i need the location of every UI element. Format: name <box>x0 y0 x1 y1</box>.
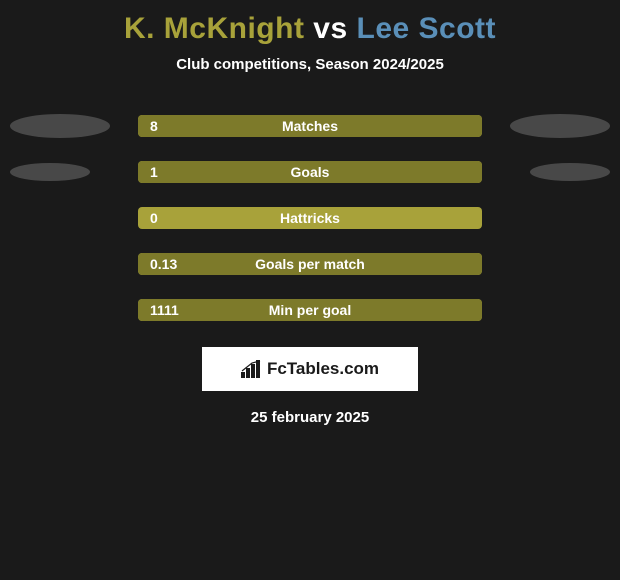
stat-label: Matches <box>282 118 338 134</box>
stat-row: 0 Hattricks <box>0 207 620 229</box>
stat-bar: 0 Hattricks <box>138 207 482 229</box>
player2-name: Lee Scott <box>357 12 497 45</box>
comparison-infographic: K. McKnight vs Lee Scott Club competitio… <box>0 0 620 580</box>
stat-value: 1111 <box>150 302 179 318</box>
stat-label: Goals per match <box>255 256 365 272</box>
pulse-icon <box>530 163 610 181</box>
vs-text: vs <box>304 12 356 45</box>
stat-row: 1 Goals <box>0 161 620 183</box>
stat-value: 0 <box>150 210 158 226</box>
stat-value: 8 <box>150 118 158 134</box>
pulse-icon <box>10 114 110 138</box>
page-title: K. McKnight vs Lee Scott <box>124 12 496 46</box>
stat-row: 8 Matches <box>0 115 620 137</box>
stat-label: Goals <box>291 164 330 180</box>
stat-row: 0.13 Goals per match <box>0 253 620 275</box>
logo-text: FcTables.com <box>267 359 379 379</box>
fctables-icon <box>241 360 263 378</box>
stat-value: 1 <box>150 164 158 180</box>
stats-area: 8 Matches 1 Goals 0 Hattricks 0.13 Goals per ma… <box>0 115 620 321</box>
stat-bar: 0.13 Goals per match <box>138 253 482 275</box>
pulse-icon <box>10 163 90 181</box>
date-label: 25 february 2025 <box>251 409 369 426</box>
stat-row: 1111 Min per goal <box>0 299 620 321</box>
stat-label: Min per goal <box>269 302 351 318</box>
pulse-icon <box>510 114 610 138</box>
stat-bar: 1111 Min per goal <box>138 299 482 321</box>
stat-label: Hattricks <box>280 210 340 226</box>
subtitle: Club competitions, Season 2024/2025 <box>176 56 444 73</box>
stat-value: 0.13 <box>150 256 177 272</box>
stat-bar: 1 Goals <box>138 161 482 183</box>
stat-bar: 8 Matches <box>138 115 482 137</box>
player1-name: K. McKnight <box>124 12 304 45</box>
logo-box: FcTables.com <box>202 347 418 391</box>
